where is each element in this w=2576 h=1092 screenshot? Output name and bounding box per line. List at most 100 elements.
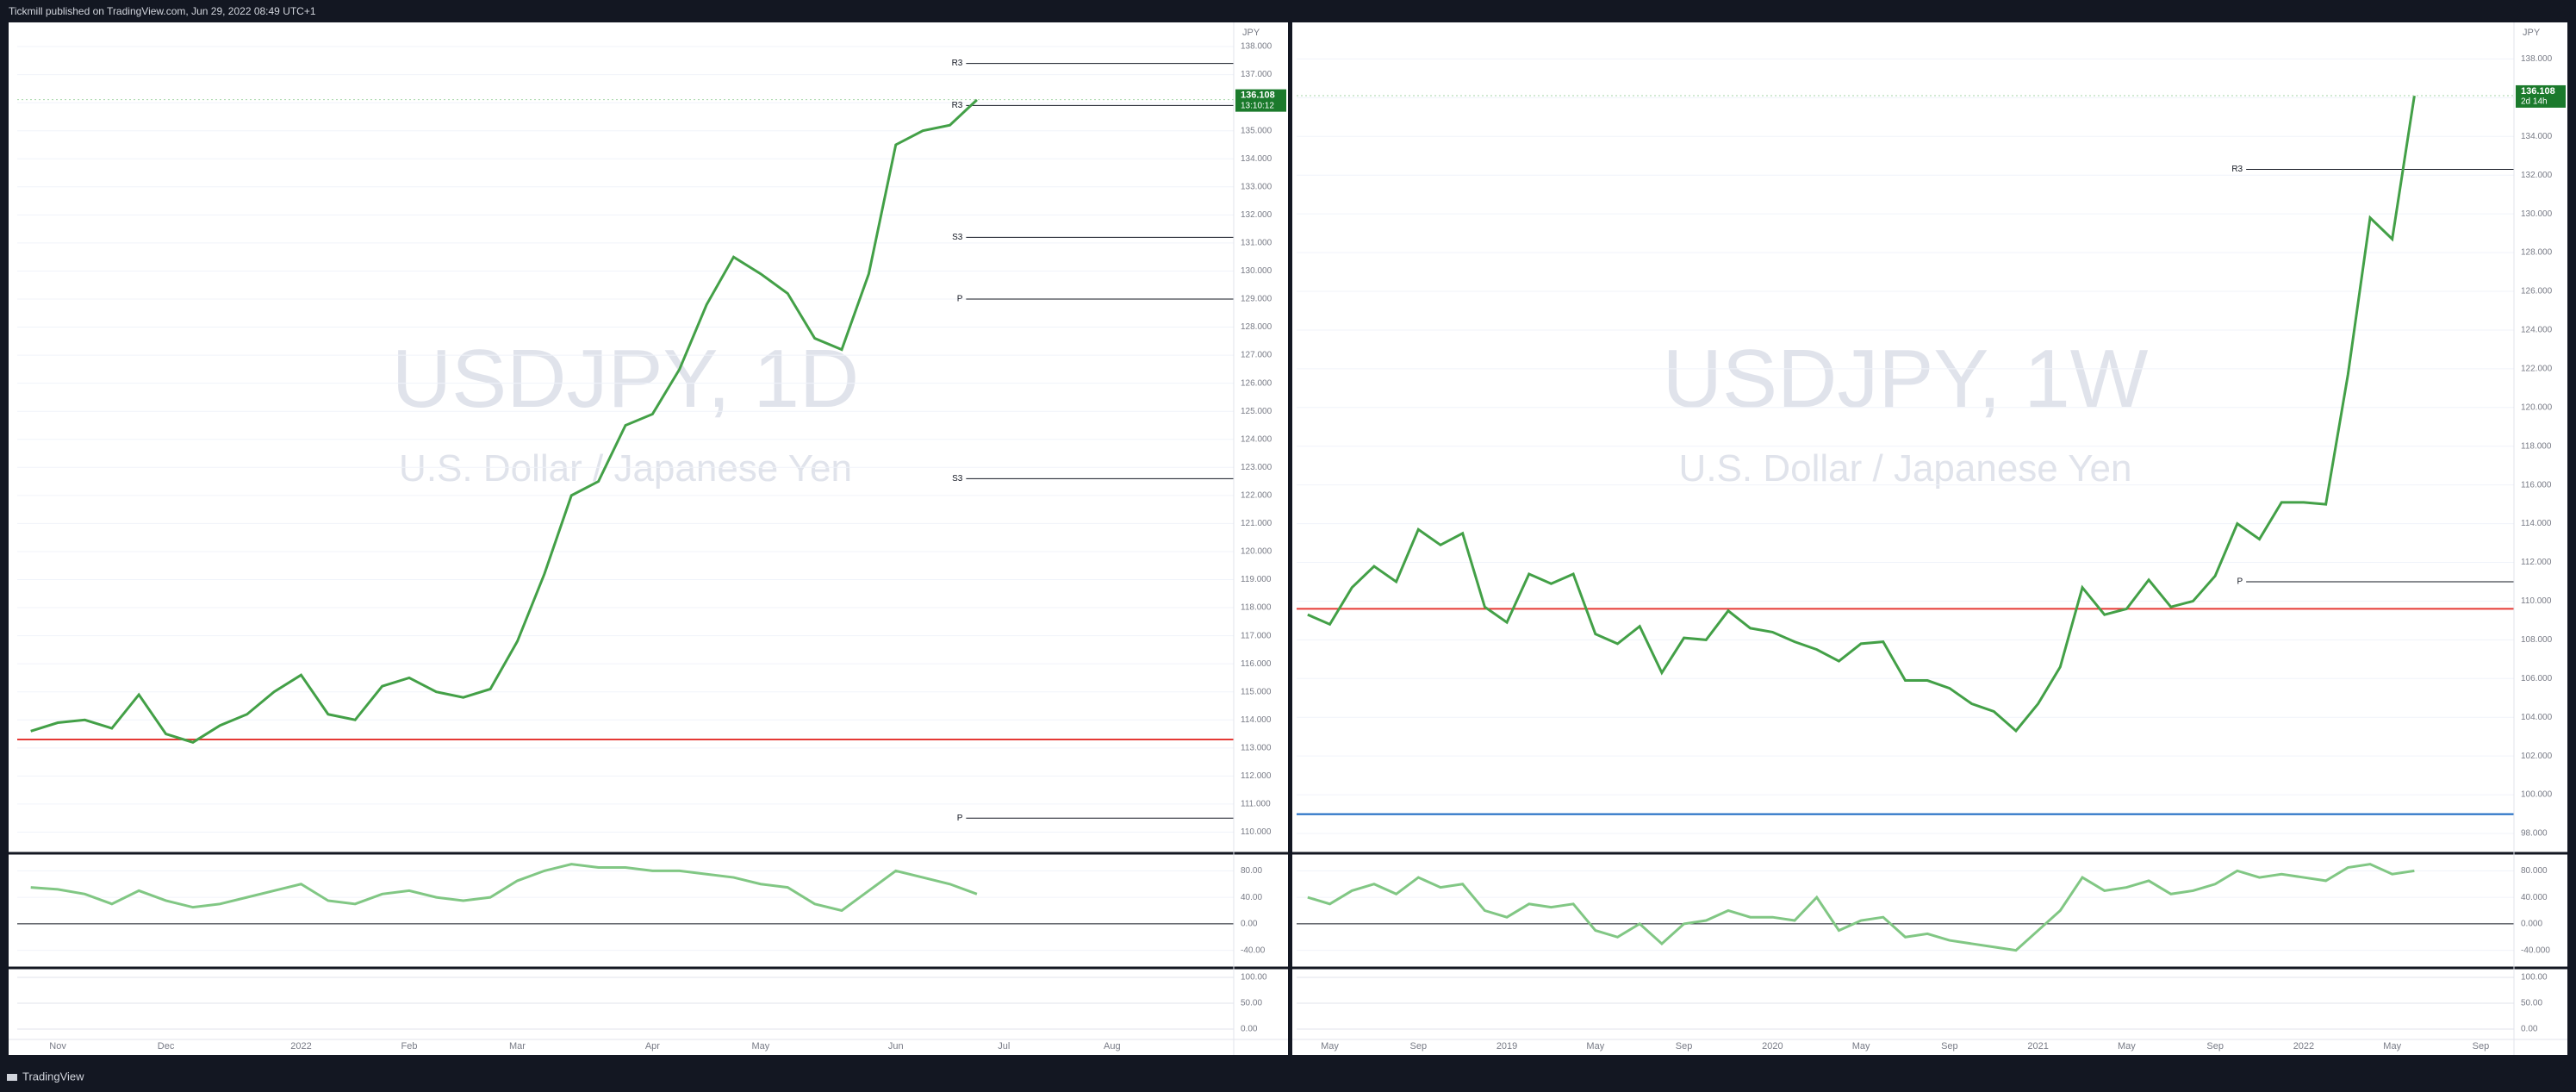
panel (9, 22, 1288, 1055)
y-tick-label: 112.000 (1241, 771, 1272, 781)
pivot-label: P (2237, 577, 2243, 587)
price-badge (2516, 84, 2566, 108)
pivot-label: R3 (952, 59, 963, 68)
y-tick-label: 106.000 (2521, 674, 2553, 683)
rsi-tick-label: 40.00 (1241, 893, 1262, 902)
rsi-line (30, 863, 978, 913)
rsi-tick-label: 0.00 (1241, 920, 1258, 929)
y-tick-label: 114.000 (2521, 519, 2552, 528)
stoch-tick-label: 100.00 (2521, 973, 2548, 983)
last-price: 136.108 (1241, 90, 1275, 101)
stoch-tick-label: 0.00 (2521, 1025, 2538, 1034)
y-tick-label: 100.000 (2521, 790, 2553, 800)
y-tick-label: 134.000 (1241, 154, 1272, 164)
price-line (30, 98, 978, 744)
y-tick-label: 121.000 (1241, 519, 1272, 528)
x-tick-label: Mar (509, 1041, 526, 1051)
y-tick-label: 117.000 (1241, 631, 1272, 640)
y-tick-label: 124.000 (1241, 434, 1272, 444)
watermark-title: USDJPY, 1D (392, 333, 859, 425)
pivot-label: R3 (2231, 165, 2243, 174)
watermark-subtitle: U.S. Dollar / Japanese Yen (1679, 447, 2132, 490)
y-tick-label: 116.000 (2521, 480, 2552, 490)
rsi-line (1307, 863, 2415, 952)
x-tick-label: Aug (1104, 1041, 1121, 1051)
y-tick-label: 112.000 (2521, 558, 2552, 567)
watermark-subtitle: U.S. Dollar / Japanese Yen (399, 447, 852, 490)
y-tick-label: 127.000 (1241, 351, 1272, 360)
rsi-tick-label: 80.000 (2521, 866, 2548, 876)
y-tick-label: 132.000 (2521, 171, 2553, 180)
y-tick-label: 111.000 (1241, 800, 1271, 809)
y-tick-label: 128.000 (2521, 248, 2553, 258)
y-tick-label: 125.000 (1241, 407, 1272, 416)
pivot-label: S3 (952, 474, 963, 484)
countdown: 2d 14h (2521, 97, 2548, 107)
x-tick-label: Nov (49, 1041, 66, 1051)
y-tick-label: 110.000 (2521, 596, 2552, 606)
y-tick-label: 116.000 (1241, 659, 1272, 669)
footer: TradingView (22, 1070, 84, 1083)
x-tick-label: Apr (645, 1041, 660, 1051)
y-tick-label: 120.000 (2521, 402, 2553, 412)
x-tick-label: Sep (1410, 1041, 1428, 1051)
y-tick-label: 123.000 (1241, 463, 1272, 472)
x-tick-label: Sep (2206, 1041, 2224, 1051)
x-tick-label: 2021 (2027, 1041, 2048, 1051)
y-tick-label: 124.000 (2521, 326, 2553, 335)
x-tick-label: Sep (1941, 1041, 1958, 1051)
y-tick-label: 102.000 (2521, 752, 2553, 761)
x-tick-label: Feb (401, 1041, 417, 1051)
y-tick-label: 119.000 (1241, 575, 1272, 584)
x-tick-label: May (751, 1041, 769, 1051)
x-tick-label: 2020 (1762, 1041, 1783, 1051)
countdown: 13:10:12 (1241, 101, 1274, 110)
x-tick-label: May (1586, 1041, 1604, 1051)
y-tick-label: 131.000 (1241, 239, 1272, 248)
y-tick-label: 137.000 (1241, 70, 1272, 79)
price-badge (1235, 89, 1286, 112)
y-tick-label: 128.000 (1241, 322, 1272, 332)
y-tick-label: 108.000 (2521, 635, 2553, 645)
x-tick-label: 2022 (2293, 1041, 2314, 1051)
currency: JPY (1242, 28, 1260, 38)
y-tick-label: 122.000 (1241, 490, 1272, 500)
rsi-tick-label: 0.000 (2521, 920, 2542, 929)
x-tick-label: 2019 (1496, 1041, 1517, 1051)
rsi-tick-label: -40.00 (1241, 945, 1266, 955)
x-tick-label: Sep (1676, 1041, 1693, 1051)
rsi-tick-label: -40.000 (2521, 945, 2550, 955)
rsi-tick-label: 80.00 (1241, 866, 1262, 876)
currency: JPY (2523, 28, 2541, 38)
y-tick-label: 118.000 (2521, 441, 2552, 451)
y-tick-label: 126.000 (1241, 378, 1272, 388)
y-tick-label: 110.000 (1241, 827, 1272, 837)
x-tick-label: May (2118, 1041, 2136, 1051)
y-tick-label: 126.000 (2521, 287, 2553, 296)
x-tick-label: May (1852, 1041, 1870, 1051)
y-tick-label: 104.000 (2521, 713, 2553, 722)
logo (7, 1074, 17, 1081)
header: Tickmill published on TradingView.com, J… (9, 5, 316, 17)
y-tick-label: 98.000 (2521, 829, 2548, 839)
rsi-tick-label: 40.000 (2521, 893, 2548, 902)
last-price: 136.108 (2521, 86, 2555, 97)
pivot-label: P (957, 295, 963, 304)
x-tick-label: May (2383, 1041, 2401, 1051)
y-tick-label: 138.000 (2521, 54, 2553, 64)
y-tick-label: 113.000 (1241, 743, 1272, 752)
y-tick-label: 132.000 (1241, 210, 1272, 220)
y-tick-label: 120.000 (1241, 547, 1272, 557)
stoch-tick-label: 50.00 (2521, 999, 2542, 1008)
y-tick-label: 130.000 (1241, 266, 1272, 276)
y-tick-label: 133.000 (1241, 182, 1272, 191)
x-tick-label: Dec (158, 1041, 175, 1051)
y-tick-label: 115.000 (1241, 687, 1272, 696)
panel (1292, 22, 2567, 1055)
pivot-label: R3 (952, 101, 963, 110)
stoch-tick-label: 0.00 (1241, 1025, 1258, 1034)
pivot-label: P (957, 814, 963, 823)
watermark-title: USDJPY, 1W (1663, 333, 2149, 425)
stoch-tick-label: 50.00 (1241, 999, 1262, 1008)
